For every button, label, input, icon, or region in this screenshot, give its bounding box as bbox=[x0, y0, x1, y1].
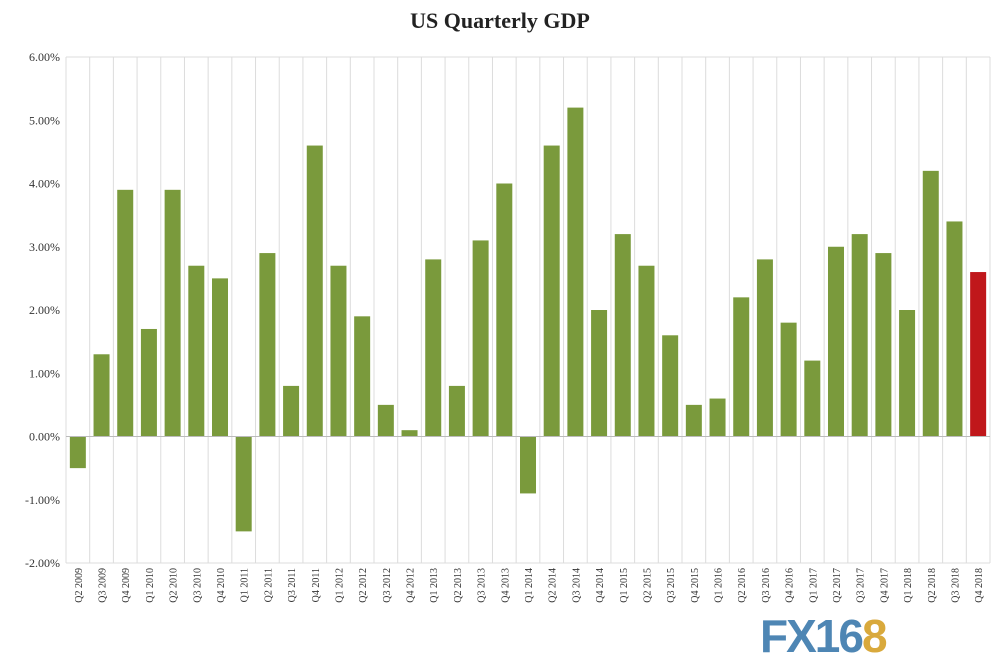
bar bbox=[614, 234, 631, 437]
y-tick-label: 5.00% bbox=[29, 113, 60, 127]
bar bbox=[140, 328, 157, 437]
x-tick-label: Q2 2012 bbox=[358, 568, 369, 603]
bar bbox=[543, 145, 560, 437]
bar bbox=[117, 189, 134, 437]
bar bbox=[567, 107, 584, 437]
bar bbox=[804, 360, 821, 437]
x-tick-label: Q4 2013 bbox=[500, 568, 511, 603]
x-tick-label: Q1 2018 bbox=[903, 568, 914, 603]
bar bbox=[756, 259, 773, 437]
x-tick-label: Q2 2013 bbox=[453, 568, 464, 603]
bar bbox=[875, 253, 892, 437]
bar bbox=[93, 354, 110, 437]
bar bbox=[259, 253, 276, 437]
bar bbox=[306, 145, 323, 437]
y-tick-label: 2.00% bbox=[29, 303, 60, 317]
x-tick-label: Q3 2012 bbox=[382, 568, 393, 603]
x-tick-label: Q3 2009 bbox=[98, 568, 109, 603]
logo-prefix: FX16 bbox=[760, 610, 864, 662]
x-tick-label: Q3 2010 bbox=[192, 568, 203, 603]
bar bbox=[733, 297, 750, 437]
x-tick-label: Q1 2016 bbox=[714, 568, 725, 603]
fx168-logo: FX168 bbox=[760, 610, 888, 662]
x-tick-label: Q3 2013 bbox=[477, 568, 488, 603]
bar bbox=[591, 310, 608, 437]
bar bbox=[401, 430, 418, 437]
y-tick-label: 4.00% bbox=[29, 177, 60, 191]
x-tick-label: Q4 2015 bbox=[690, 568, 701, 603]
x-tick-label: Q2 2018 bbox=[927, 568, 938, 603]
bar bbox=[922, 170, 939, 437]
bar bbox=[69, 436, 86, 469]
x-tick-label: Q2 2010 bbox=[169, 568, 180, 603]
x-tick-label: Q2 2009 bbox=[74, 568, 85, 603]
x-tick-label: Q4 2009 bbox=[121, 568, 132, 603]
x-tick-label: Q4 2010 bbox=[216, 568, 227, 603]
bar bbox=[946, 221, 963, 437]
bar bbox=[638, 265, 655, 437]
x-tick-label: Q4 2016 bbox=[785, 568, 796, 603]
x-tick-label: Q4 2011 bbox=[311, 568, 322, 602]
x-tick-label: Q2 2015 bbox=[642, 568, 653, 603]
bar bbox=[212, 278, 228, 437]
bar bbox=[685, 404, 702, 437]
logo-suffix: 8 bbox=[861, 610, 888, 662]
x-tick-label: Q3 2014 bbox=[571, 568, 582, 603]
x-tick-label: Q1 2015 bbox=[619, 568, 630, 603]
chart-title: US Quarterly GDP bbox=[410, 8, 590, 33]
y-tick-label: -2.00% bbox=[25, 556, 60, 570]
x-tick-label: Q1 2014 bbox=[524, 568, 535, 603]
bar bbox=[780, 322, 797, 437]
x-tick-label: Q1 2017 bbox=[808, 568, 819, 603]
y-tick-label: 3.00% bbox=[29, 240, 60, 254]
y-tick-label: 6.00% bbox=[29, 50, 60, 64]
x-tick-label: Q1 2011 bbox=[240, 568, 251, 602]
x-tick-label: Q1 2013 bbox=[429, 568, 440, 603]
bar bbox=[448, 385, 465, 437]
bar bbox=[164, 189, 181, 437]
bar bbox=[235, 436, 252, 532]
bar bbox=[425, 259, 442, 437]
y-tick-label: -1.00% bbox=[25, 493, 60, 507]
x-tick-label: Q3 2016 bbox=[761, 568, 772, 603]
x-tick-label: Q3 2018 bbox=[950, 568, 961, 603]
x-tick-label: Q2 2016 bbox=[737, 568, 748, 603]
bar bbox=[354, 316, 371, 437]
bar bbox=[188, 265, 205, 437]
y-tick-label: 0.00% bbox=[29, 430, 60, 444]
x-tick-label: Q3 2011 bbox=[287, 568, 298, 602]
x-tick-label: Q4 2017 bbox=[879, 568, 890, 603]
bar bbox=[828, 246, 844, 437]
x-tick-label: Q2 2017 bbox=[832, 568, 843, 603]
bar bbox=[496, 183, 513, 437]
bar bbox=[330, 265, 347, 437]
x-tick-label: Q2 2014 bbox=[548, 568, 559, 603]
x-tick-label: Q4 2018 bbox=[974, 568, 985, 603]
bar bbox=[283, 385, 300, 437]
x-tick-label: Q4 2012 bbox=[406, 568, 417, 603]
bar bbox=[709, 398, 726, 437]
x-tick-label: Q1 2010 bbox=[145, 568, 156, 603]
x-tick-label: Q1 2012 bbox=[334, 568, 345, 603]
bar bbox=[899, 310, 916, 437]
x-tick-label: Q2 2011 bbox=[263, 568, 274, 602]
x-tick-label: Q3 2015 bbox=[666, 568, 677, 603]
bar bbox=[851, 234, 868, 437]
bar bbox=[377, 404, 394, 437]
y-tick-label: 1.00% bbox=[29, 366, 60, 380]
bar bbox=[472, 240, 489, 437]
bar bbox=[520, 436, 536, 494]
x-tick-label: Q3 2017 bbox=[856, 568, 867, 603]
bar bbox=[662, 335, 679, 437]
x-tick-label: Q4 2014 bbox=[595, 568, 606, 603]
bar bbox=[970, 272, 987, 437]
